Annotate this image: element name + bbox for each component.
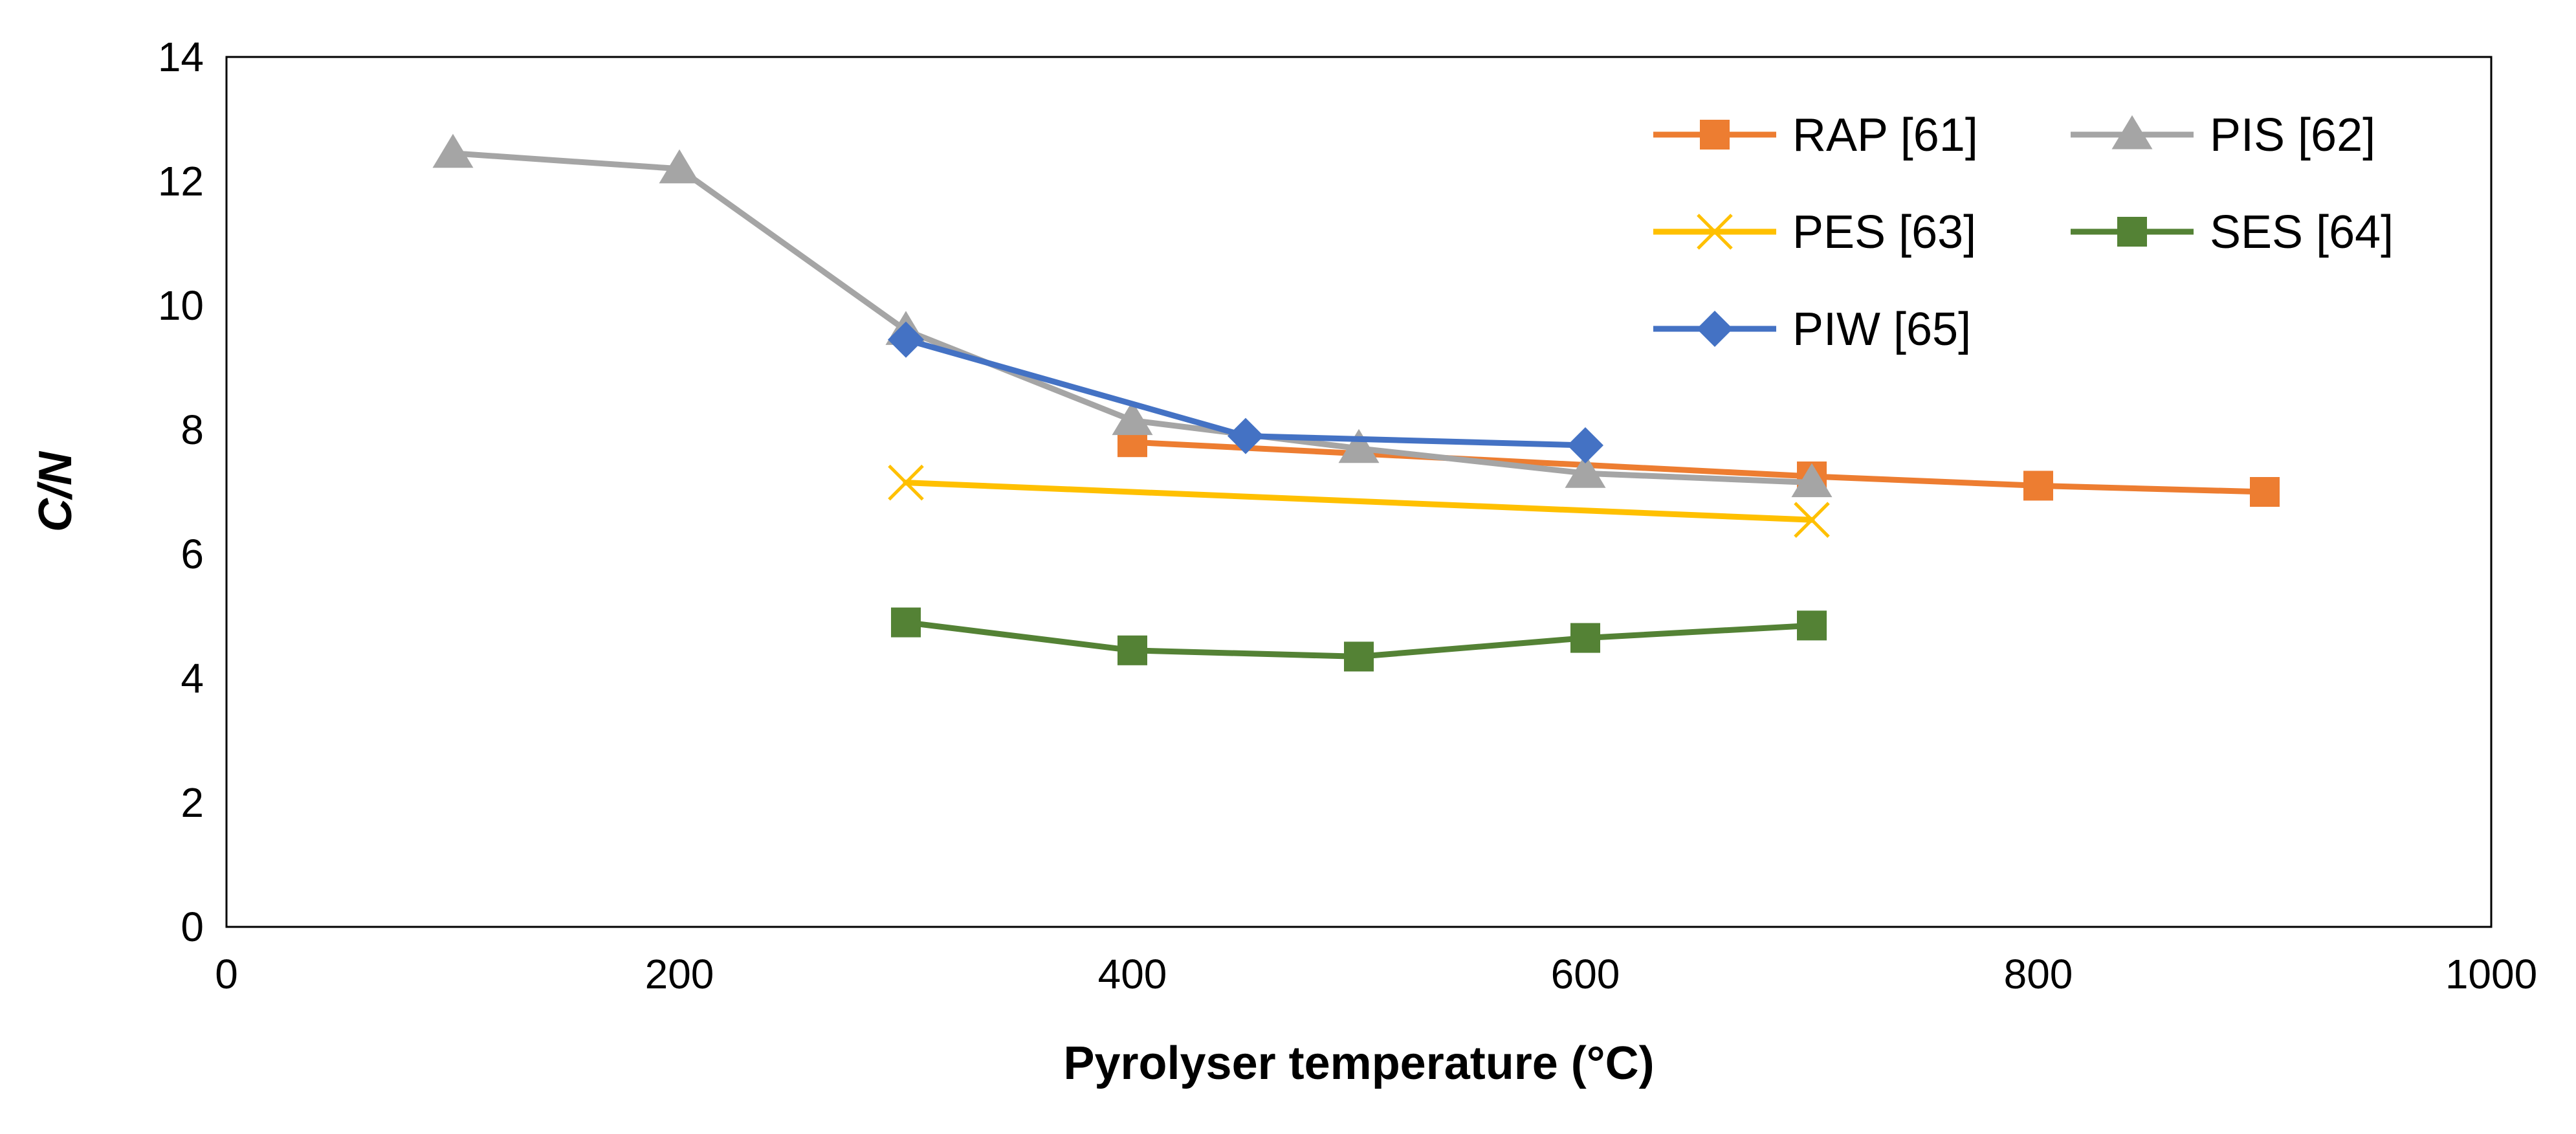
data-point-pis-62 [432,133,474,168]
legend-entry-piw-65: PIW [65] [1653,304,1971,355]
data-point-piw-65 [1227,417,1264,454]
legend-label: RAP [61] [1792,109,1978,161]
series-layer [432,133,2280,672]
x-tick-label: 1000 [2445,951,2537,997]
legend-label: PIW [65] [1792,304,1971,355]
series-piw-65 [888,321,1603,463]
data-point-ses-64 [1797,610,1827,641]
data-point-ses-64 [1344,641,1374,672]
axes: 0 2 4 6 8 10 12 14 0 200 400 600 800 1000 [158,34,2537,997]
series-line-rap-61 [1129,439,2268,495]
legend-swatch-marker [2111,115,2153,150]
series-pes-63 [888,464,1830,538]
legend: RAP [61] PIS [62] PES [63] SES [64] PIW [65] [1653,109,2394,355]
data-point-rap-61 [2023,471,2053,501]
legend-entry-pes-63: PES [63] [1653,206,1976,258]
data-point-piw-65 [1567,427,1603,463]
data-point-pis-62 [1565,454,1606,488]
y-tick-label: 4 [181,655,204,702]
y-tick-label: 14 [158,34,204,80]
data-point-pis-62 [1791,463,1833,498]
legend-label: PES [63] [1792,206,1976,258]
plot-area-border [225,56,2493,928]
x-tick-label: 800 [2004,951,2073,997]
legend-label: PIS [62] [2210,109,2375,161]
y-tick-label: 10 [158,282,204,329]
x-tick-label: 400 [1098,951,1167,997]
legend-swatch-marker [1700,120,1730,150]
y-tick-label: 0 [181,904,204,950]
legend-entry-ses-64: SES [64] [2071,206,2394,258]
data-point-piw-65 [888,321,924,358]
legend-swatch-marker [1697,311,1733,347]
data-point-ses-64 [891,607,921,638]
y-tick-label: 8 [181,406,204,453]
x-tick-label: 200 [645,951,714,997]
y-tick-label: 12 [158,158,204,205]
data-point-pis-62 [1112,401,1153,436]
legend-swatch-marker [1697,214,1733,250]
x-tick-label: 600 [1551,951,1620,997]
data-point-pes-63 [1794,502,1830,538]
data-point-ses-64 [1570,623,1600,653]
y-tick-label: 6 [181,531,204,577]
legend-label: SES [64] [2210,206,2394,258]
legend-entry-pis-62: PIS [62] [2071,109,2375,161]
legend-entry-rap-61: RAP [61] [1653,109,1978,161]
series-line-pes-63 [903,480,1815,523]
data-point-rap-61 [2250,477,2280,507]
data-point-pes-63 [888,464,924,501]
y-tick-label: 2 [181,779,204,826]
y-axis-title: C/N [30,450,82,532]
data-point-ses-64 [1117,635,1147,665]
series-ses-64 [891,607,1827,672]
legend-swatch-marker [2117,217,2147,247]
x-axis-title: Pyrolyser temperature (°C) [1063,1038,1654,1089]
data-point-pis-62 [1338,428,1380,463]
x-tick-label: 0 [215,951,238,997]
data-point-pis-62 [659,149,700,184]
